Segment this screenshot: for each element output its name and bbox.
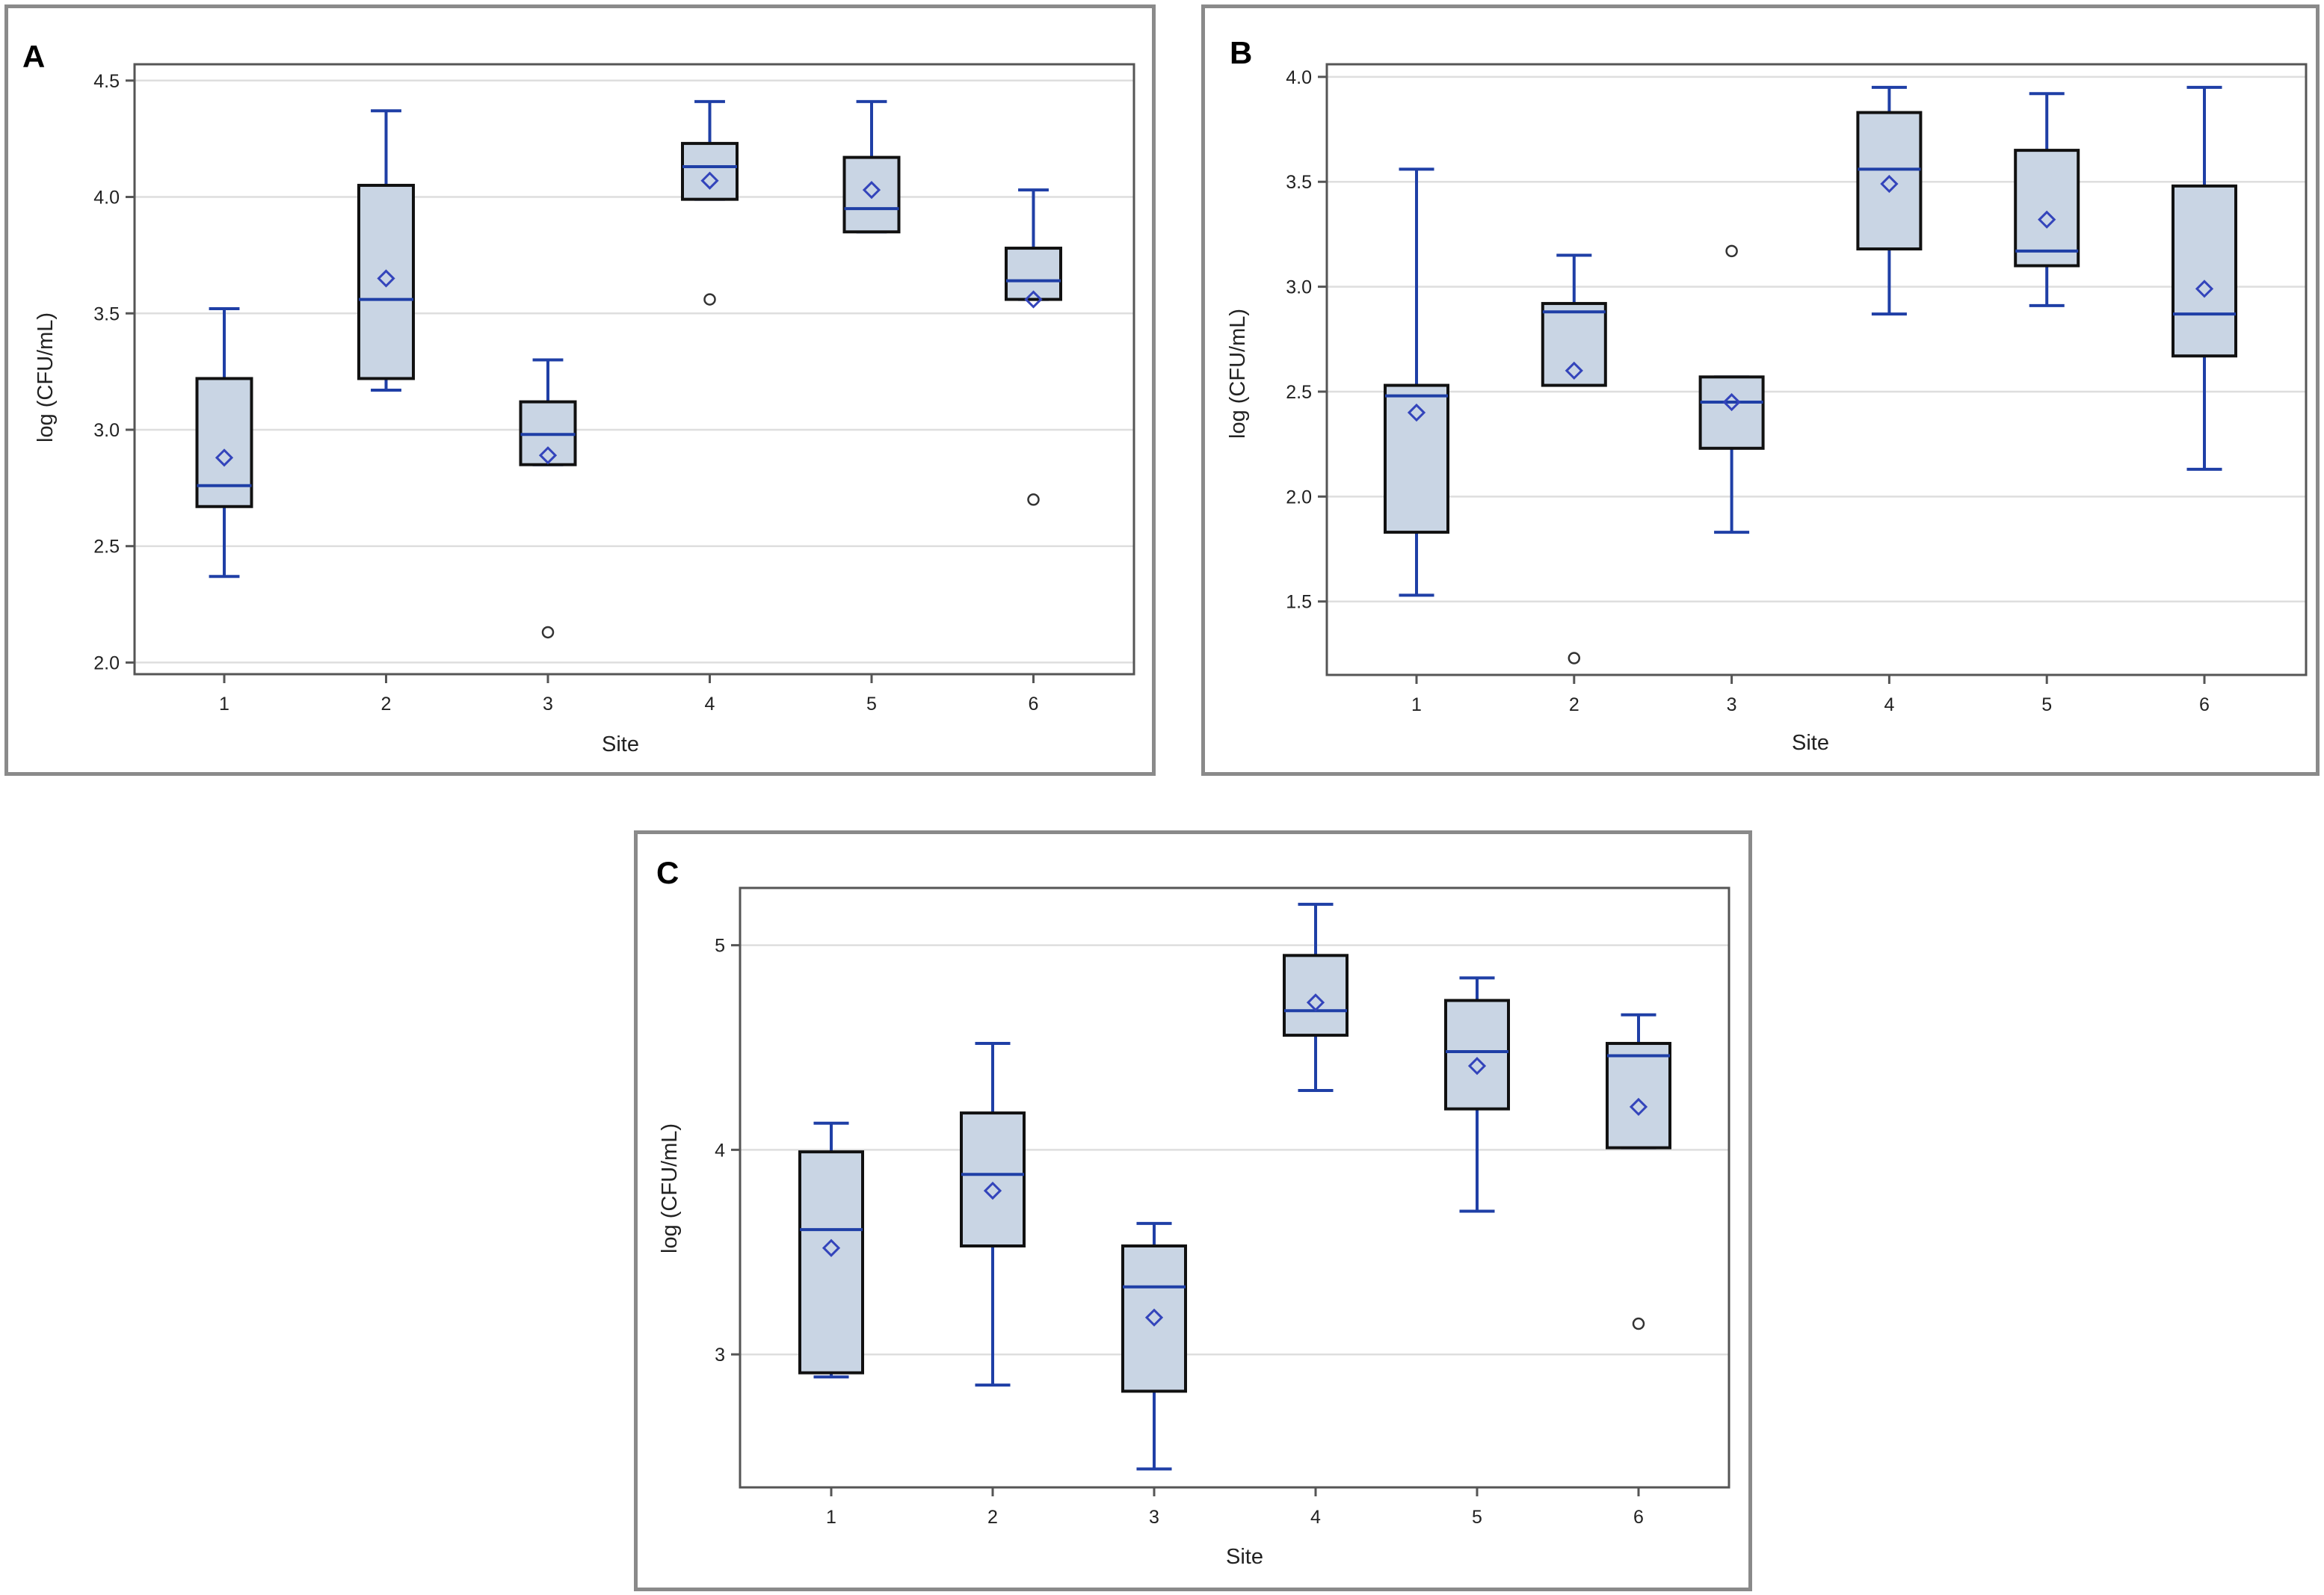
panel-b-x-axis-title: Site [1792,731,1829,755]
panel-b-site-3-box [1698,375,1765,450]
panel-a-site-3-mean-marker [538,446,558,465]
panel-b-x-tick-label: 5 [2041,694,2052,715]
panel-c-site-6-mean-marker [1629,1097,1648,1117]
panel-c-x-tick-label: 4 [1310,1507,1321,1528]
panel-b-y-tick-label: 1.5 [1286,592,1312,613]
panel-a-y-tick-label: 4.5 [93,71,120,92]
panel-c-y-tick-label: 4 [715,1140,725,1161]
panel-b-site-3-mean-marker [1722,392,1741,412]
panel-b: B log (CFU/mL) Site 1.5 2.0 2.5 3.0 3.5 4.0 1 2… [1226,35,2308,755]
panel-c-x-tick-label: 2 [987,1507,998,1528]
panel-b-x-tick-label: 3 [1727,694,1737,715]
panel-b-y-tick-label: 2.0 [1286,487,1312,508]
panel-b-y-axis-title: log (CFU/mL) [1226,309,1250,439]
panel-b-site-5-mean-marker [2038,210,2056,229]
panel-b-site-6-mean-marker [2195,280,2214,298]
panel-a-site-6-outlier [1027,493,1040,506]
panel-c-site-3-box [1121,1244,1187,1393]
panel-b-site-3-outlier [1725,244,1738,258]
panel-b-x-tick-label: 2 [1569,694,1579,715]
panel-a-letter: A [22,39,45,74]
panel-c-x-tick-label: 6 [1633,1507,1644,1528]
panel-c-x-tick-label: 5 [1472,1507,1482,1528]
panel-b-site-4-mean-marker [1880,174,1899,194]
panel-b-x-tick-label: 6 [2199,694,2210,715]
panel-a-site-5-box [842,155,901,234]
panel-a-site-5-mean-marker [862,181,881,200]
panel-c-x-tick-label: 1 [826,1507,836,1528]
panel-b-y-tick-label: 3.0 [1286,277,1312,298]
panel-a-y-axis-title: log (CFU/mL) [34,312,58,442]
panel-c-site-2-box [960,1111,1026,1248]
panel-b-x-tick-label: 1 [1411,694,1422,715]
panel-b-site-2-box [1541,302,1607,387]
panel-a-x-tick-label: 1 [219,694,229,715]
panel-a: A log (CFU/mL) Site 2.0 2.5 3.0 3.5 4.0 4.5 1 2… [22,39,1135,756]
panel-a-x-axis-title: Site [602,732,639,756]
panel-c-x-axis-title: Site [1226,1545,1263,1569]
panel-a-y-tick-label: 2.0 [93,652,120,673]
panel-a-site-4-outlier [703,293,716,306]
panel-c-plot-area [739,886,1730,1489]
panel-a-site-2-box [357,183,415,380]
panel-c-site-3-mean-marker [1144,1308,1164,1327]
panel-c-y-tick-label: 5 [715,936,725,957]
panel-a-y-tick-label: 3.5 [93,303,120,324]
panel-a-y-tick-label: 3.0 [93,420,120,441]
panel-b-site-2-outlier [1568,652,1581,664]
panel-b-site-4-box [1856,111,1923,251]
panel-a-x-tick-label: 3 [543,694,553,715]
panel-c: C log (CFU/mL) Site 3 4 5 1 2 3 4 5 6 [656,855,1730,1569]
panel-b-plot-area [1325,63,2308,676]
panel-a-x-tick-label: 6 [1029,694,1039,715]
panel-c-y-tick-label: 3 [715,1345,725,1366]
panel-b-letter: B [1230,35,1252,70]
panel-b-site-1-box [1384,383,1449,534]
panel-c-y-axis-title: log (CFU/mL) [658,1123,682,1253]
panel-c-site-1-mean-marker [822,1238,841,1257]
panel-a-x-tick-label: 5 [866,694,877,715]
panel-b-site-6-box [2172,184,2237,358]
panel-c-x-tick-label: 3 [1149,1507,1159,1528]
panel-c-site-6-outlier [1632,1317,1645,1330]
panel-b-site-2-mean-marker [1565,361,1583,380]
panel-a-site-2-mean-marker [377,269,395,288]
panel-a-site-4-box [681,141,739,201]
panel-b-y-tick-label: 4.0 [1286,67,1312,88]
panel-a-x-tick-label: 2 [381,694,392,715]
panel-c-site-1-box [798,1150,864,1375]
panel-a-site-4-mean-marker [700,171,719,190]
panel-c-site-5-box [1444,999,1510,1111]
panel-a-site-3-outlier [541,626,555,639]
panel-c-letter: C [656,855,679,890]
panel-a-x-tick-label: 4 [705,694,715,715]
panel-b-site-1-mean-marker [1407,403,1426,422]
panel-c-site-5-mean-marker [1467,1057,1487,1076]
panel-a-y-tick-label: 2.5 [93,537,120,558]
panel-b-y-tick-label: 2.5 [1286,382,1312,403]
panel-c-site-4-box [1283,954,1349,1037]
panel-a-site-1-box [195,377,253,508]
panel-b-x-tick-label: 4 [1884,694,1894,715]
panel-b-y-tick-label: 3.5 [1286,172,1312,193]
panel-a-y-tick-label: 4.0 [93,188,120,209]
panel-c-site-6-box [1606,1042,1671,1150]
panel-b-site-5-box [2014,149,2080,268]
panel-a-site-1-mean-marker [215,448,234,467]
panel-c-site-2-mean-marker [983,1181,1002,1200]
panel-a-site-6-mean-marker [1024,290,1043,309]
panel-c-site-4-mean-marker [1306,993,1325,1012]
panel-a-plot-area [133,63,1135,676]
